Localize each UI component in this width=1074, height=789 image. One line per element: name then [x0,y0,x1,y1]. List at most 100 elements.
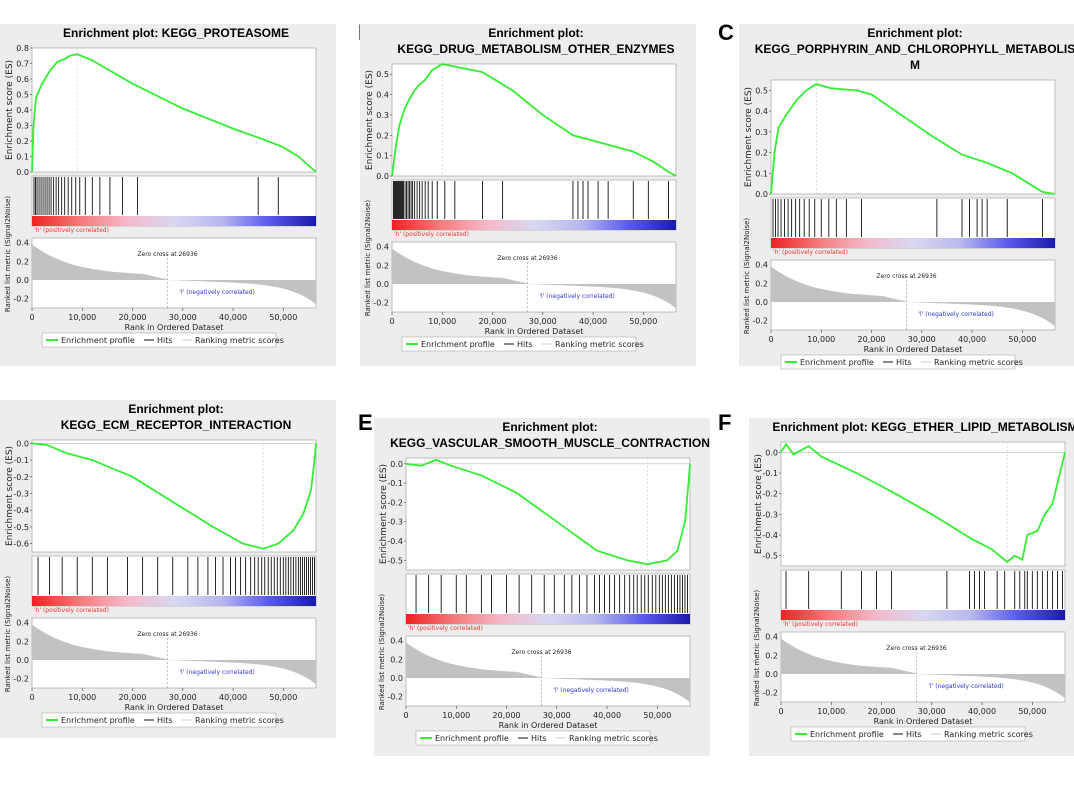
rank-gradient-bar [392,220,676,230]
panel-f: F Enrichment plot: KEGG_ETHER_LIPID_METAB… [718,410,1074,756]
metric-y-tick-label: 0.0 [16,276,29,285]
zero-cross-label: Zero cross at 26936 [886,645,946,652]
es-y-tick-label: -0.4 [13,506,29,515]
x-tick-label: 10,000 [68,693,96,702]
x-tick-label: 0 [29,313,34,322]
x-tick-label: 40,000 [219,693,247,702]
es-y-tick-label: 0.3 [755,128,768,137]
enrichment-profile-line [780,442,1066,564]
legend-box [41,332,277,348]
metric-y-tick-label: 0.0 [376,280,389,289]
x-tick-label: 30,000 [908,335,936,344]
enrichment-profile-line [391,63,677,177]
es-y-tick-label: -0.3 [762,510,778,519]
positive-correlation-label: 'h' (positively correlated) [34,227,109,234]
legend-hits-label: Hits [157,716,173,725]
metric-y-tick-label: 0.2 [376,261,389,270]
es-y-tick-label: 0.0 [765,448,778,457]
panel-title: Enrichment plot: [867,26,962,40]
zero-cross-label: Zero cross at 26936 [497,255,557,262]
es-plot-area [780,441,1066,567]
ranking-metric-area [32,624,316,685]
legend-profile-label: Enrichment profile [61,716,135,725]
es-plot-area [405,457,691,571]
es-y-tick-label: 0.4 [16,106,29,115]
x-tick-label: 50,000 [269,693,297,702]
metric-y-tick-label: 0.4 [16,619,29,628]
es-y-tick-label: -0.3 [13,489,29,498]
panel-title: Enrichment plot: [502,420,597,434]
x-tick-label: 50,000 [643,711,671,720]
metric-y-axis-label: Ranked list metric (Signal2Noise) [364,200,372,317]
rank-gradient-bar [32,216,316,226]
x-tick-label: 30,000 [918,707,946,716]
panel-a: AEnrichment plot: KEGG_PROTEASOME0.00.10… [0,20,336,366]
es-y-tick-label: 0.1 [376,152,389,161]
legend-hits-label: Hits [896,358,912,367]
metric-y-tick-label: -0.2 [387,693,403,702]
legend-profile-label: Enrichment profile [800,358,874,367]
x-tick-label: 30,000 [169,693,197,702]
metric-y-tick-label: -0.2 [762,689,778,698]
zero-cross-label: Zero cross at 26936 [511,649,571,656]
x-tick-label: 10,000 [807,335,835,344]
legend-box [401,336,637,352]
es-y-tick-label: 0.0 [376,172,389,181]
x-tick-label: 50,000 [629,317,657,326]
es-plot-area [391,63,677,177]
metric-y-tick-label: 0.4 [376,243,389,252]
metric-y-tick-label: -0.2 [373,299,389,308]
legend-metric-label: Ranking metric scores [555,340,644,349]
es-y-tick-label: -0.1 [387,479,403,488]
metric-y-tick-label: 0.0 [16,656,29,665]
x-tick-label: 0 [778,707,783,716]
legend-box [41,712,277,728]
x-tick-label: 10,000 [68,313,96,322]
es-y-axis-label: Enrichment score (ES) [365,70,375,170]
metric-y-tick-label: 0.0 [755,298,768,307]
ranking-metric-area [392,248,676,309]
legend-profile-label: Enrichment profile [421,340,495,349]
es-y-tick-label: 0.1 [755,169,768,178]
x-tick-label: 40,000 [579,317,607,326]
es-y-tick-label: -0.2 [387,498,403,507]
es-y-tick-label: 0.3 [376,111,389,120]
es-y-tick-label: 0.5 [16,91,29,100]
metric-y-tick-label: 0.2 [16,637,29,646]
rank-gradient-bar [32,596,316,606]
panel-title: Enrichment plot: [488,26,583,40]
legend-box [415,730,651,746]
metric-y-tick-label: 0.4 [390,637,403,646]
x-tick-label: 0 [768,335,773,344]
panel-title: KEGG_ECM_RECEPTOR_INTERACTION [61,418,291,432]
negative-correlation-label: 'l' (negatively correlated) [553,687,628,694]
x-tick-label: 20,000 [868,707,896,716]
zero-cross-label: Zero cross at 26936 [137,631,197,638]
panel-title: KEGG_PORPHYRIN_AND_CHLOROPHYLL_METABOLIS [755,42,1074,56]
es-y-axis-label: Enrichment score (ES) [5,446,15,546]
panel-b: BEnrichment plot:KEGG_DRUG_METABOLISM_OT… [358,20,696,366]
metric-y-axis-label: Ranked list metric (Signal2Noise) [4,576,12,693]
es-y-tick-label: 0.3 [16,122,29,131]
legend-metric-label: Ranking metric scores [944,730,1033,739]
panel-title: Enrichment plot: KEGG_PROTEASOME [63,26,289,40]
metric-y-tick-label: 0.4 [765,633,778,642]
legend-metric-label: Ranking metric scores [195,716,284,725]
x-tick-label: 50,000 [1008,335,1036,344]
x-tick-label: 40,000 [968,707,996,716]
x-tick-label: 30,000 [529,317,557,326]
legend-box [780,354,1016,370]
es-y-tick-label: 0.2 [376,131,389,140]
es-y-tick-label: -0.5 [387,556,403,565]
x-tick-label: 20,000 [493,711,521,720]
enrichment-profile-line [770,83,1056,195]
panel-title: KEGG_VASCULAR_SMOOTH_MUSCLE_CONTRACTION [390,436,710,450]
es-y-tick-label: 0.4 [755,107,768,116]
legend-profile-label: Enrichment profile [435,734,509,743]
metric-y-tick-label: 0.2 [765,651,778,660]
legend-profile-label: Enrichment profile [61,336,135,345]
enrichment-profile-line [405,458,691,566]
legend-hits-label: Hits [157,336,173,345]
rank-gradient-bar [771,238,1055,248]
metric-y-tick-label: -0.2 [13,675,29,684]
